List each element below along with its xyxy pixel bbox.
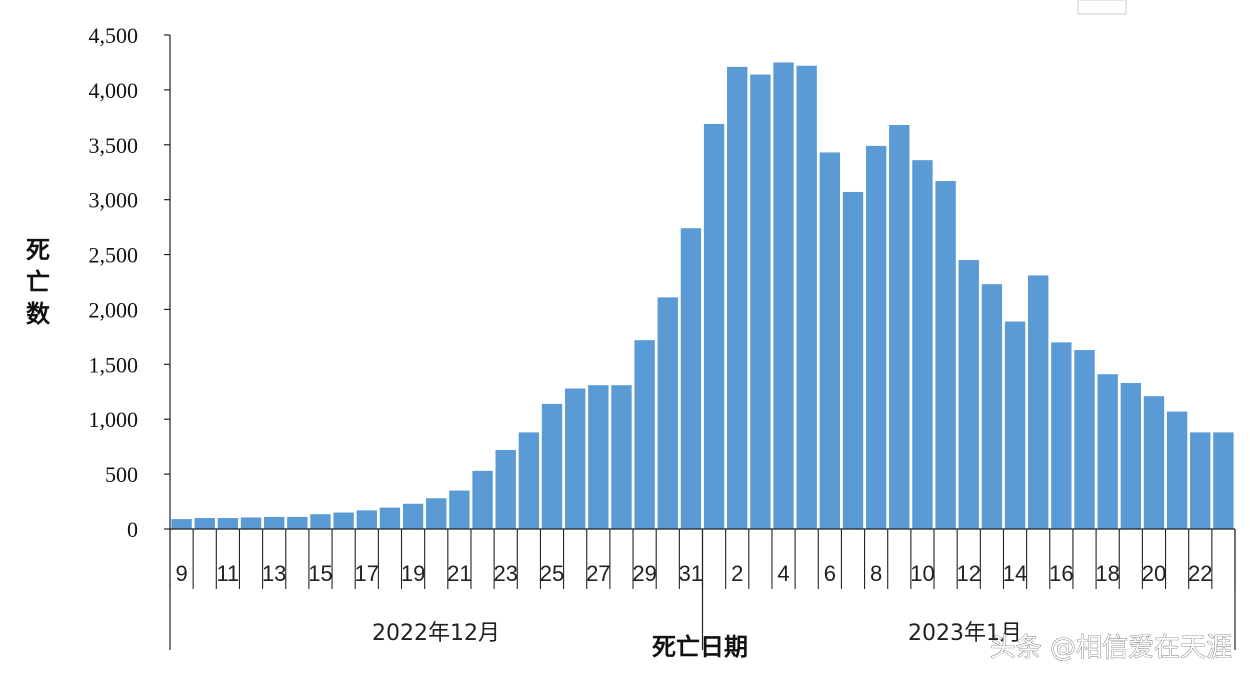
group-label-jan-2023: 2023年1月	[908, 621, 1022, 646]
x-tick-label: 2	[731, 561, 743, 586]
x-tick-label: 13	[262, 561, 286, 586]
x-tick-label: 29	[632, 561, 656, 586]
corner-box	[1077, 0, 1127, 15]
bar	[750, 74, 771, 530]
x-tick-label: 18	[1095, 561, 1119, 586]
x-tick-label: 6	[824, 561, 836, 586]
bar	[703, 123, 725, 530]
group-label-dec-2022: 2022年12月	[372, 621, 500, 646]
bar	[634, 340, 655, 529]
bar	[518, 432, 540, 529]
bar	[796, 65, 817, 530]
y-tick-label: 500	[105, 462, 138, 487]
bar	[1166, 411, 1188, 529]
y-tick-label: 2,500	[89, 243, 139, 268]
bar	[310, 514, 331, 529]
bars	[171, 62, 1234, 530]
bar	[981, 284, 1003, 529]
bar	[1190, 432, 1211, 529]
x-tick-label: 11	[216, 561, 239, 586]
y-tick-label: 1,000	[89, 407, 139, 432]
x-tick-label: 17	[355, 561, 379, 586]
bar	[194, 518, 215, 529]
bar	[842, 191, 864, 530]
bar	[611, 385, 632, 529]
bar	[472, 470, 493, 529]
x-tick-label: 20	[1142, 561, 1166, 586]
bar	[333, 512, 354, 529]
x-tick-label: 27	[586, 561, 610, 586]
bar	[541, 403, 563, 529]
bar	[958, 260, 979, 529]
y-tick-label: 1,500	[89, 352, 139, 377]
x-tick-label: 19	[401, 561, 425, 586]
bar	[217, 518, 239, 529]
bar	[402, 503, 424, 529]
bar	[564, 388, 586, 529]
x-tick-label: 10	[910, 561, 934, 586]
bar	[1143, 396, 1165, 529]
y-axis-title-char-3: 数	[26, 300, 51, 328]
x-tick-label: 8	[870, 561, 882, 586]
bar	[379, 507, 401, 529]
x-tick-label: 23	[493, 561, 517, 586]
x-tick-label: 31	[679, 561, 703, 586]
x-tick-label: 12	[957, 561, 981, 586]
x-tick-label: 9	[175, 561, 187, 586]
y-axis-title-char-2: 亡	[26, 268, 50, 296]
bar	[865, 145, 887, 529]
bar	[657, 297, 678, 529]
bar	[773, 62, 794, 529]
bar	[426, 498, 447, 529]
bar	[935, 181, 956, 529]
bar	[264, 516, 285, 529]
bar	[240, 517, 262, 529]
y-tick-label: 4,500	[89, 23, 139, 48]
x-tick-label: 22	[1188, 561, 1212, 586]
x-tick-label: 15	[308, 561, 332, 586]
bar	[449, 490, 470, 529]
bar	[1213, 432, 1234, 529]
y-tick-label: 3,500	[89, 133, 139, 158]
bar	[1097, 374, 1118, 529]
x-tick-label: 16	[1049, 561, 1073, 586]
bar	[287, 516, 308, 529]
bar	[588, 385, 609, 529]
y-axis-title: 死 亡 数	[26, 236, 51, 328]
x-tick-label: 21	[447, 561, 471, 586]
y-tick-label: 2,000	[89, 297, 139, 322]
bar	[1120, 383, 1141, 529]
y-tick-label: 0	[127, 517, 138, 542]
bar	[727, 66, 748, 529]
bar	[819, 152, 841, 529]
x-axis-title: 死亡日期	[652, 633, 748, 661]
y-axis-ticks: 0 500 1,000 1,500 2,000 2,500 3,000 3,500 4,000 4…	[89, 23, 171, 542]
bar	[495, 449, 516, 529]
bar	[1074, 350, 1095, 529]
y-tick-label: 4,000	[89, 78, 139, 103]
y-axis-title-char-1: 死	[26, 236, 50, 264]
bar	[1051, 342, 1072, 529]
bar	[680, 228, 702, 529]
bar	[1028, 275, 1049, 529]
bar	[889, 125, 910, 530]
x-tick-label: 14	[1003, 561, 1027, 586]
y-tick-label: 3,000	[89, 188, 139, 213]
bar	[912, 160, 933, 529]
x-tick-label: 4	[777, 561, 789, 586]
watermark-text: 头条 @相信爱在天涯	[990, 633, 1232, 663]
x-axis: 9 11 13 15 17 19 21 23 25 27 29 31 2 4 6 8 10 12 14 16 18 20 2…	[169, 528, 1236, 650]
bar	[1004, 321, 1026, 529]
bar	[171, 519, 192, 529]
x-tick-label: 25	[540, 561, 564, 586]
bar	[356, 510, 377, 529]
